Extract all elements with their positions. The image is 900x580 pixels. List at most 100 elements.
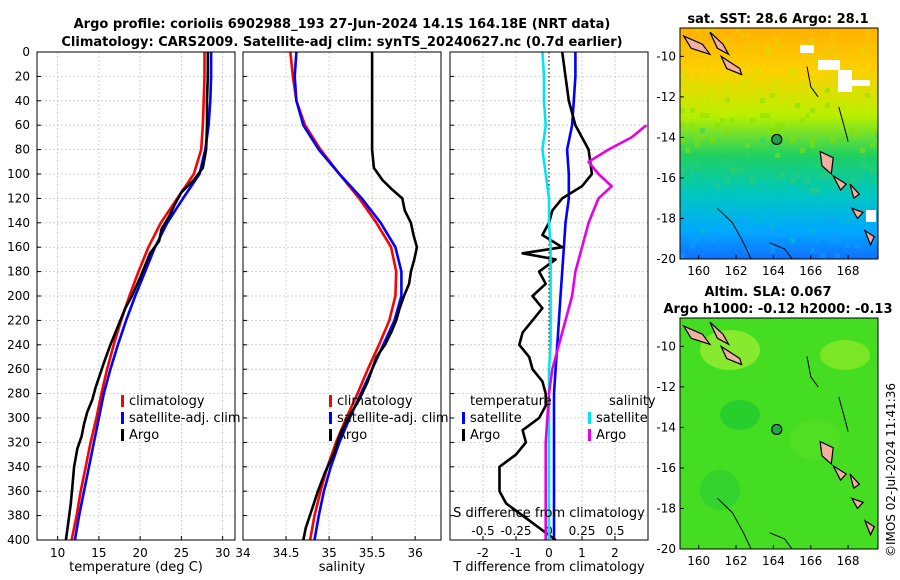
sst-pixel bbox=[780, 208, 785, 213]
sst-pixel bbox=[710, 208, 715, 213]
depth-tick-label: 40 bbox=[15, 94, 30, 108]
sst-pixel bbox=[755, 68, 760, 73]
island-shape bbox=[863, 229, 876, 247]
sst-pixel bbox=[695, 238, 700, 243]
depth-tick-label: 280 bbox=[7, 387, 30, 401]
sst-pixel bbox=[695, 163, 700, 168]
sst-pixel bbox=[770, 228, 775, 233]
sst-pixel bbox=[765, 48, 770, 53]
sst-pixel bbox=[715, 183, 720, 188]
sst-pixel bbox=[815, 193, 820, 198]
sst-pixel bbox=[695, 128, 700, 133]
sst-pixel bbox=[750, 118, 755, 123]
temperature-panel: 10 15 20 25 30 bbox=[36, 51, 236, 560]
sst-pixel bbox=[820, 203, 825, 208]
sst-pixel bbox=[775, 153, 780, 158]
map-lon-label: 168 bbox=[837, 264, 860, 278]
map-lon-label: 164 bbox=[762, 264, 785, 278]
sst-pixel bbox=[820, 173, 825, 178]
sst-pixel bbox=[725, 98, 730, 103]
sst-pixel bbox=[725, 53, 730, 58]
sst-pixel bbox=[830, 33, 835, 38]
sst-pixel bbox=[815, 163, 820, 168]
sst-pixel bbox=[835, 183, 840, 188]
sst-pixel bbox=[810, 248, 815, 253]
difference-legend: temperature satellite Argo salinity sate… bbox=[462, 394, 656, 443]
sst-pixel bbox=[680, 138, 685, 143]
sst-pixel bbox=[830, 238, 835, 243]
legend-label-sal-argo: Argo bbox=[596, 428, 626, 443]
sst-map: 160 162 164 166 168 -10 -12 -14 -16 -18 -20 bbox=[656, 27, 879, 278]
sst-pixel bbox=[705, 108, 710, 113]
sst-pixel bbox=[735, 28, 740, 33]
map-lat-label: -16 bbox=[656, 171, 676, 185]
legend-label-sal-satellite: satellite bbox=[596, 411, 648, 426]
series-line-argo bbox=[302, 52, 419, 540]
cloud-gap bbox=[838, 70, 852, 92]
sst-pixel bbox=[705, 58, 710, 63]
sst-pixel bbox=[700, 83, 705, 88]
sst-pixel bbox=[830, 233, 835, 238]
sst-pixel bbox=[805, 178, 810, 183]
sst-pixel bbox=[855, 243, 860, 248]
map-frame bbox=[679, 317, 879, 550]
depth-tick-label: 140 bbox=[7, 216, 30, 230]
depth-tick-label: 200 bbox=[7, 289, 30, 303]
sst-pixel bbox=[865, 28, 870, 33]
sst-pixel bbox=[725, 158, 730, 163]
sst-pixel bbox=[830, 203, 835, 208]
depth-tick-label: 300 bbox=[7, 411, 30, 425]
sst-pixel bbox=[685, 73, 690, 78]
sst-pixel bbox=[805, 113, 810, 118]
sst-pixel bbox=[750, 73, 755, 78]
sst-pixel bbox=[700, 228, 705, 233]
map-lat-label: -18 bbox=[656, 501, 676, 515]
sst-pixel bbox=[785, 183, 790, 188]
sst-pixel bbox=[820, 98, 825, 103]
depth-tick-label: 360 bbox=[7, 484, 30, 498]
salinity-panel: 34 34.5 35 35.5 36 bbox=[235, 51, 442, 560]
legend-label-argo: Argo bbox=[129, 428, 159, 443]
sst-pixel bbox=[730, 168, 735, 173]
depth-tick-label: 240 bbox=[7, 338, 30, 352]
sst-pixel bbox=[865, 33, 870, 38]
series-line-temperature-argo bbox=[498, 52, 594, 540]
panel-frame bbox=[242, 51, 442, 541]
sst-pixel bbox=[845, 243, 850, 248]
depth-tick-label: 340 bbox=[7, 460, 30, 474]
sst-pixel bbox=[860, 148, 865, 153]
map-lon-label: 160 bbox=[687, 554, 710, 568]
sst-pixel bbox=[725, 178, 730, 183]
sst-pixel bbox=[710, 188, 715, 193]
cloud-gap bbox=[846, 80, 870, 86]
sst-pixel bbox=[730, 203, 735, 208]
sst-pixel bbox=[870, 128, 875, 133]
sst-pixel bbox=[850, 73, 855, 78]
map-lat-label: -18 bbox=[656, 211, 676, 225]
sst-pixel bbox=[780, 123, 785, 128]
sst-pixel bbox=[700, 113, 705, 118]
sst-pixel bbox=[755, 88, 760, 93]
sst-pixel bbox=[695, 63, 700, 68]
panel-frame bbox=[449, 51, 649, 541]
sst-pixel bbox=[825, 88, 830, 93]
legend-swatch-argo bbox=[121, 429, 124, 441]
sst-pixel bbox=[695, 108, 700, 113]
sst-pixel bbox=[740, 168, 745, 173]
legend-title-temperature: temperature bbox=[470, 394, 552, 409]
sst-pixel bbox=[705, 213, 710, 218]
sst-pixel bbox=[705, 113, 710, 118]
sst-pixel bbox=[750, 43, 755, 48]
sst-pixel bbox=[875, 88, 878, 93]
sst-pixel bbox=[825, 48, 830, 53]
legend-title-salinity: salinity bbox=[609, 394, 656, 409]
sst-pixel bbox=[760, 113, 765, 118]
sst-pixel bbox=[860, 53, 865, 58]
map-lat-label: -20 bbox=[656, 252, 676, 266]
sst-pixel bbox=[710, 88, 715, 93]
series-line-temperature-satellite bbox=[552, 52, 577, 540]
depth-tick-label: 220 bbox=[7, 313, 30, 327]
x-tick-label: 15 bbox=[91, 546, 106, 560]
sst-pixel bbox=[700, 103, 705, 108]
